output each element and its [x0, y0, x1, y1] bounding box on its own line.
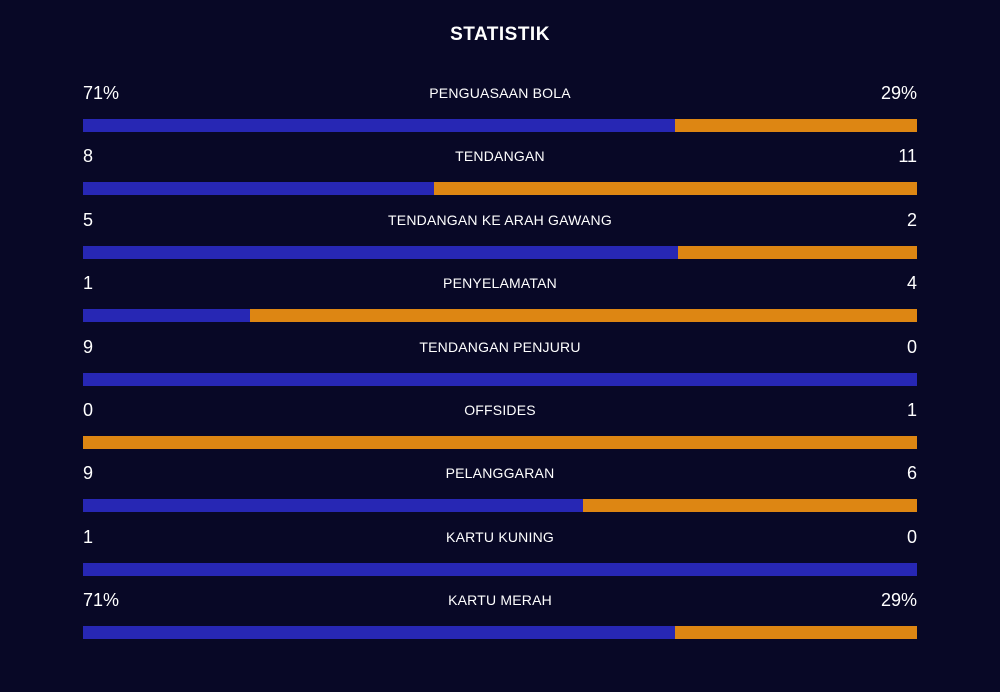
- stat-bar-home-segment: [83, 309, 250, 323]
- stat-home-value: 0: [83, 399, 94, 420]
- stats-list: PENGUASAAN BOLA 71% 29% TENDANGAN 8 11 TENDANG…: [83, 80, 917, 651]
- stat-home-value: 71%: [83, 83, 120, 103]
- stat-label: TENDANGAN KE ARAH GAWANG: [388, 211, 612, 228]
- stat-home-value: 71%: [83, 590, 120, 611]
- stat-labels: TENDANGAN KE ARAH GAWANG 5 2: [83, 207, 917, 233]
- stat-bar-home-segment: [83, 182, 435, 196]
- stat-bar-home-segment: [83, 499, 584, 513]
- stat-label: KARTU MERAH: [448, 592, 552, 609]
- stat-row: TENDANGAN PENJURU 9 0: [83, 334, 917, 397]
- stat-label: PENGUASAAN BOLA: [429, 85, 571, 101]
- stat-away-value: 29%: [880, 590, 917, 611]
- stat-bar-away-segment: [249, 309, 917, 323]
- stat-bar: [83, 372, 917, 386]
- stat-bar: [83, 182, 917, 196]
- stat-label: TENDANGAN PENJURU: [419, 338, 581, 355]
- stat-bar-home-segment: [83, 626, 676, 640]
- stat-away-value: 4: [906, 273, 917, 294]
- stat-label: PENYELAMATAN: [443, 275, 557, 292]
- stat-bar: [83, 499, 917, 513]
- stat-bar: [83, 245, 917, 259]
- page-title: STATISTIK: [450, 24, 550, 45]
- stat-bar: [83, 435, 917, 449]
- stat-home-value: 1: [83, 273, 94, 294]
- stat-row: TENDANGAN KE ARAH GAWANG 5 2: [83, 207, 917, 270]
- stat-row: PENGUASAAN BOLA 71% 29%: [83, 80, 917, 143]
- stat-bar: [83, 626, 917, 640]
- stat-label: KARTU KUNING: [446, 528, 554, 545]
- stat-bar-away-segment: [434, 182, 917, 196]
- stat-labels: TENDANGAN PENJURU 9 0: [83, 334, 917, 360]
- stat-labels: PELANGGARAN 9 6: [83, 460, 917, 486]
- stat-bar-home-segment: [83, 119, 676, 132]
- stat-labels: PENGUASAAN BOLA 71% 29%: [83, 80, 917, 106]
- stat-row: KARTU KUNING 1 0: [83, 524, 917, 587]
- stat-bar: [83, 562, 917, 576]
- stat-away-value: 29%: [880, 83, 917, 103]
- stat-row: PENYELAMATAN 1 4: [83, 270, 917, 333]
- stat-label: PELANGGARAN: [445, 465, 555, 482]
- stat-home-value: 9: [83, 336, 94, 357]
- stat-row: TENDANGAN 8 11: [83, 143, 917, 206]
- stat-labels: KARTU KUNING 1 0: [83, 524, 917, 550]
- stat-away-value: 0: [906, 526, 917, 547]
- stat-bar-home-segment: [83, 372, 917, 386]
- stat-bar-away-segment: [678, 245, 917, 259]
- stat-away-value: 1: [906, 399, 917, 420]
- stat-row: KARTU MERAH 71% 29%: [83, 587, 917, 650]
- stat-label: TENDANGAN: [455, 148, 545, 165]
- stat-bar-away-segment: [675, 626, 917, 640]
- stat-row: PELANGGARAN 9 6: [83, 460, 917, 523]
- stat-label: OFFSIDES: [464, 401, 536, 418]
- stat-bar: [83, 119, 917, 132]
- stat-row: OFFSIDES 0 1: [83, 397, 917, 460]
- stat-home-value: 8: [83, 146, 94, 167]
- stat-away-value: 6: [906, 463, 917, 484]
- stat-bar-home-segment: [83, 562, 917, 576]
- stat-away-value: 11: [898, 146, 917, 167]
- stat-bar-away-segment: [83, 435, 917, 449]
- stat-away-value: 0: [906, 336, 917, 357]
- stat-bar: [83, 309, 917, 323]
- stat-home-value: 1: [83, 526, 94, 547]
- stat-away-value: 2: [906, 209, 917, 230]
- stat-labels: OFFSIDES 0 1: [83, 397, 917, 423]
- stat-labels: TENDANGAN 8 11: [83, 143, 917, 169]
- stat-bar-away-segment: [675, 119, 917, 132]
- stat-labels: PENYELAMATAN 1 4: [83, 270, 917, 296]
- stat-home-value: 5: [83, 209, 94, 230]
- stat-bar-home-segment: [83, 245, 679, 259]
- stat-home-value: 9: [83, 463, 94, 484]
- stat-labels: KARTU MERAH 71% 29%: [83, 587, 917, 613]
- stat-bar-away-segment: [583, 499, 917, 513]
